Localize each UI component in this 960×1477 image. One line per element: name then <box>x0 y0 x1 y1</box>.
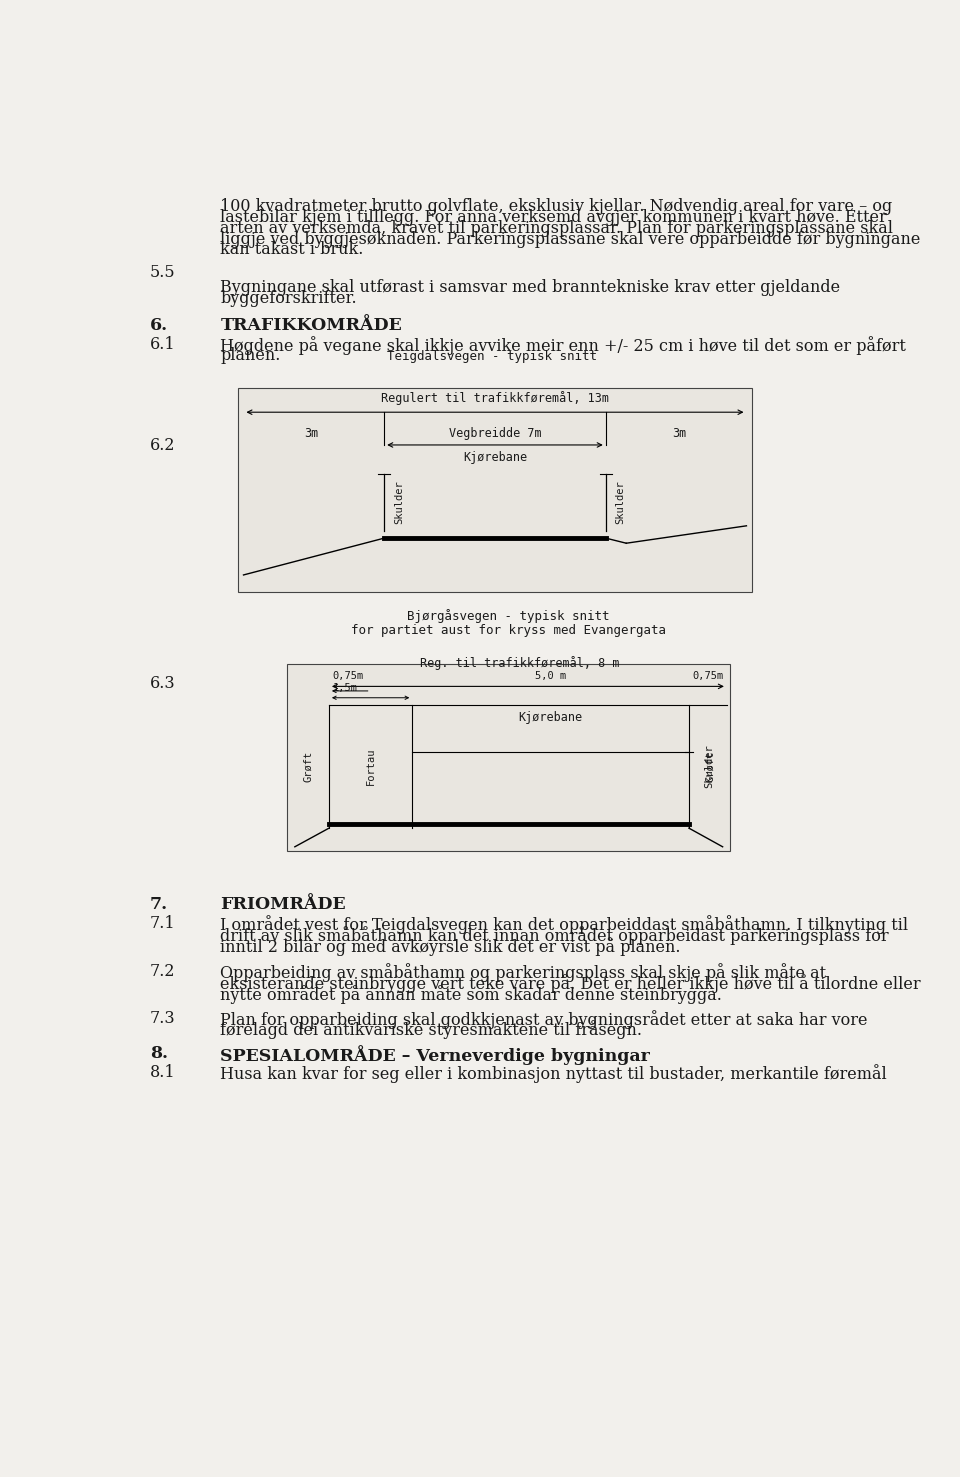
Text: Skulder: Skulder <box>394 480 404 524</box>
Text: Kjørebane: Kjørebane <box>463 450 527 464</box>
Text: nytte området på annan måte som skadar denne steinbrygga.: nytte området på annan måte som skadar d… <box>221 985 722 1004</box>
Text: 3m: 3m <box>303 427 318 440</box>
Text: Skulder: Skulder <box>705 744 714 789</box>
Text: planen.: planen. <box>221 347 281 365</box>
Text: førelagd dei antikvariske styresmaktene til fråsegn.: førelagd dei antikvariske styresmaktene … <box>221 1021 642 1040</box>
Text: Kjørebane: Kjørebane <box>518 710 583 724</box>
Text: 8.: 8. <box>150 1046 168 1062</box>
Text: eksisterande steinbrygge vert teke vare på. Det er heller ikkje høve til å tilor: eksisterande steinbrygge vert teke vare … <box>221 973 921 993</box>
Text: byggeforskrifter.: byggeforskrifter. <box>221 289 357 307</box>
Text: 0,75m: 0,75m <box>692 671 724 681</box>
Text: 5,0 m: 5,0 m <box>535 671 566 681</box>
Text: Plan for opparbeiding skal godkkjenast av bygningsrådet etter at saka har vore: Plan for opparbeiding skal godkkjenast a… <box>221 1010 868 1028</box>
Text: Opparbeiding av småbåthamn og parkeringsplass skal skje på slik måte at: Opparbeiding av småbåthamn og parkerings… <box>221 963 827 982</box>
Text: FRIOMRÅDE: FRIOMRÅDE <box>221 897 346 913</box>
Text: Høgdene på vegane skal ikkje avvike meir enn +/- 25 cm i høve til det som er påf: Høgdene på vegane skal ikkje avvike meir… <box>221 337 906 356</box>
Text: for partiet aust for kryss med Evangergata: for partiet aust for kryss med Evangerga… <box>351 623 666 637</box>
Text: inntil 2 bilar og med avkøyrsle slik det er vist på planen.: inntil 2 bilar og med avkøyrsle slik det… <box>221 936 681 956</box>
Text: 7.2: 7.2 <box>150 963 176 981</box>
Text: 8.1: 8.1 <box>150 1065 176 1081</box>
Text: drift av slik småbåthamn kan det innan området opparbeidast parkeringsplass for: drift av slik småbåthamn kan det innan o… <box>221 926 889 945</box>
Text: 3m: 3m <box>672 427 686 440</box>
Text: arten av verksemda, kravet til parkeringsplassar. Plan for parkeringsplassane sk: arten av verksemda, kravet til parkering… <box>221 220 894 236</box>
Text: Bygningane skal utførast i samsvar med branntekniske krav etter gjeldande: Bygningane skal utførast i samsvar med b… <box>221 279 841 295</box>
Bar <box>237 387 753 592</box>
Text: Teigdalsvegen - typisk snitt: Teigdalsvegen - typisk snitt <box>387 350 597 363</box>
Text: Reg. til trafikkføremål, 8 m: Reg. til trafikkføremål, 8 m <box>420 656 620 671</box>
Text: I området vest for Teigdalsvegen kan det opparbeiddast småbåthamn. I tilknyting : I området vest for Teigdalsvegen kan det… <box>221 916 908 935</box>
Text: Fortau: Fortau <box>366 747 375 786</box>
Text: Grøft: Grøft <box>303 750 313 783</box>
Text: kan takast i bruk.: kan takast i bruk. <box>221 242 364 258</box>
Text: 7.1: 7.1 <box>150 916 176 932</box>
Text: 6.2: 6.2 <box>150 437 176 453</box>
Text: 6.3: 6.3 <box>150 675 176 693</box>
Text: 1,5m: 1,5m <box>333 684 358 693</box>
Text: 0,75m: 0,75m <box>333 671 364 681</box>
Text: Skulder: Skulder <box>615 480 625 524</box>
Text: TRAFIKKOMRÅDE: TRAFIKKOMRÅDE <box>221 318 402 334</box>
Text: Vegbreidde 7m: Vegbreidde 7m <box>448 427 541 440</box>
Text: lastebilar kjem i tilllegg. For anna verksemd avgjer kommunen i kvart høve. Ette: lastebilar kjem i tilllegg. For anna ver… <box>221 210 887 226</box>
Text: 100 kvadratmeter brutto golvflate, eksklusiv kjellar. Nødvendig areal for vare –: 100 kvadratmeter brutto golvflate, ekskl… <box>221 198 893 216</box>
Text: Husa kan kvar for seg eller i kombinasjon nyttast til bustader, merkantile førem: Husa kan kvar for seg eller i kombinasjo… <box>221 1065 887 1083</box>
Text: liggje ved byggjesøknaden. Parkeringsplassane skal vere opparbeidde før bygninga: liggje ved byggjesøknaden. Parkeringspla… <box>221 230 921 248</box>
Text: 5.5: 5.5 <box>150 264 176 281</box>
Text: Bjørgåsvegen - typisk snitt: Bjørgåsvegen - typisk snitt <box>407 609 610 623</box>
Text: SPESIALOMRÅDE – Verneverdige bygningar: SPESIALOMRÅDE – Verneverdige bygningar <box>221 1046 650 1065</box>
Bar <box>287 665 730 851</box>
Text: Grøft: Grøft <box>705 750 714 783</box>
Text: 6.1: 6.1 <box>150 337 176 353</box>
Text: 6.: 6. <box>150 318 168 334</box>
Text: Regulert til trafikkføremål, 13m: Regulert til trafikkføremål, 13m <box>381 391 609 405</box>
Text: 7.3: 7.3 <box>150 1010 176 1027</box>
Text: 7.: 7. <box>150 897 168 913</box>
